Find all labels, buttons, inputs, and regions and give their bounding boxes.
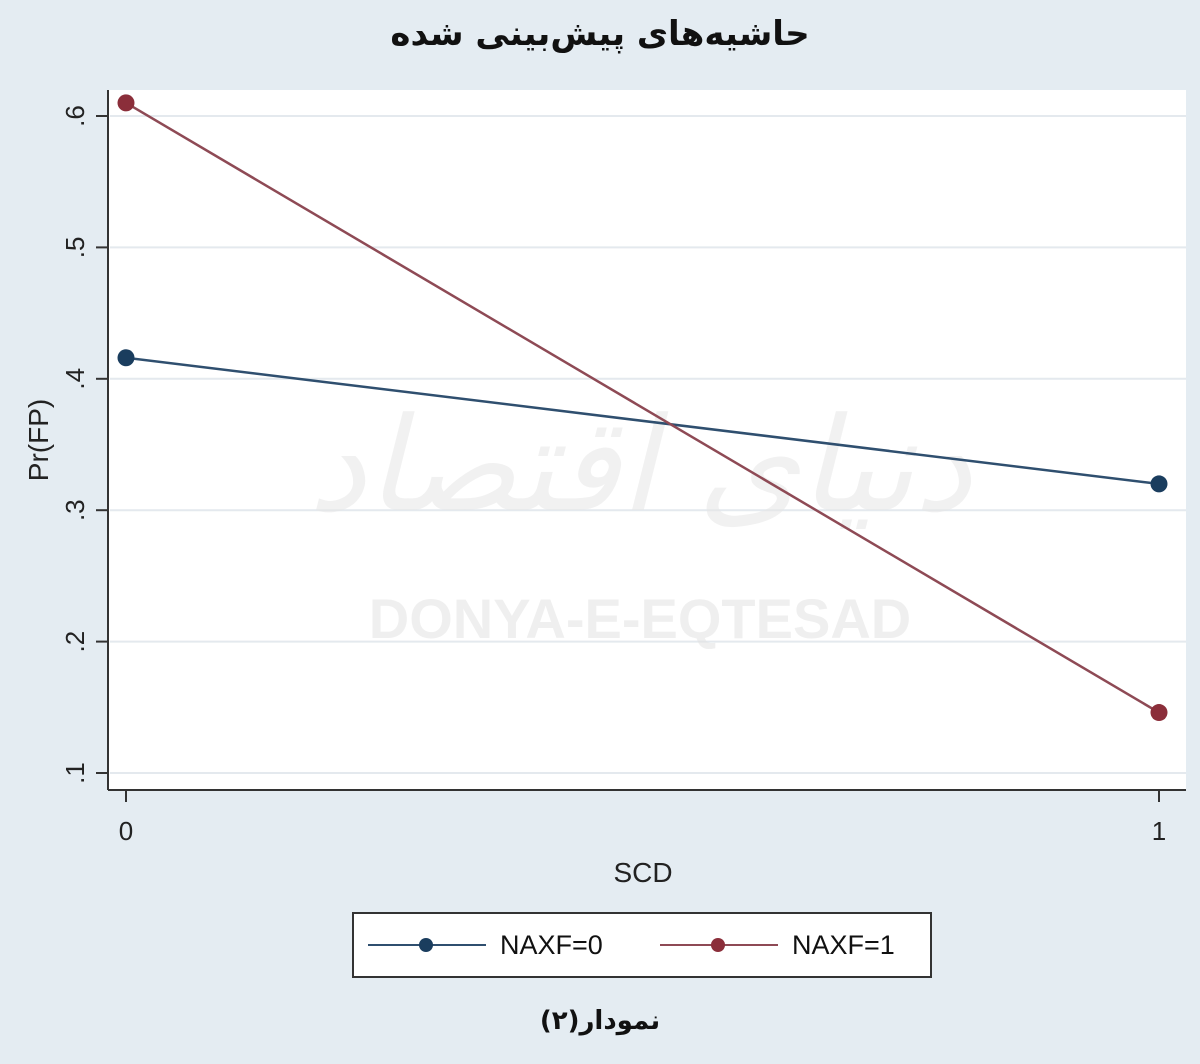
series-line-naxf1 bbox=[125, 101, 1160, 714]
legend: NAXF=0 NAXF=1 bbox=[352, 912, 932, 978]
data-point bbox=[117, 94, 135, 112]
legend-item-naxf0: NAXF=0 bbox=[368, 914, 603, 976]
axis-ticks: .1 .2 .3 .4 .5 .6 0 1 bbox=[60, 105, 1166, 846]
y-axis-title: Pr(FP) bbox=[23, 399, 54, 481]
y-tick-label: .1 bbox=[60, 762, 90, 784]
x-axis-title: SCD bbox=[613, 857, 672, 888]
data-point bbox=[1150, 475, 1168, 493]
y-tick-label: .4 bbox=[60, 368, 90, 390]
watermark-latin: DONYA-E-EQTESAD bbox=[369, 587, 911, 650]
x-tick-label: 0 bbox=[119, 816, 133, 846]
data-point bbox=[117, 349, 135, 367]
watermark: دنیای اقتصاد DONYA-E-EQTESAD bbox=[308, 389, 973, 650]
figure-caption: نمودار(۲) bbox=[539, 1006, 661, 1036]
legend-item-naxf1: NAXF=1 bbox=[660, 914, 895, 976]
y-tick-label: .3 bbox=[60, 499, 90, 521]
y-tick-label: .5 bbox=[60, 237, 90, 259]
series-line-naxf0 bbox=[125, 356, 1160, 486]
y-tick-label: .2 bbox=[60, 631, 90, 653]
legend-label-naxf0: NAXF=0 bbox=[500, 929, 603, 960]
legend-key-naxf0 bbox=[368, 914, 486, 976]
legend-key-naxf1 bbox=[660, 914, 778, 976]
watermark-persian: دنیای اقتصاد bbox=[308, 389, 973, 541]
grid-lines bbox=[110, 115, 1186, 774]
plot-area bbox=[108, 90, 1186, 790]
chart-title: حاشیه‌های پیش‌بینی شده bbox=[390, 14, 810, 54]
series-layer bbox=[117, 94, 1168, 722]
legend-label-naxf1: NAXF=1 bbox=[792, 929, 895, 960]
x-tick-label: 1 bbox=[1152, 816, 1166, 846]
data-point bbox=[1150, 704, 1168, 722]
y-tick-label: .6 bbox=[60, 105, 90, 127]
